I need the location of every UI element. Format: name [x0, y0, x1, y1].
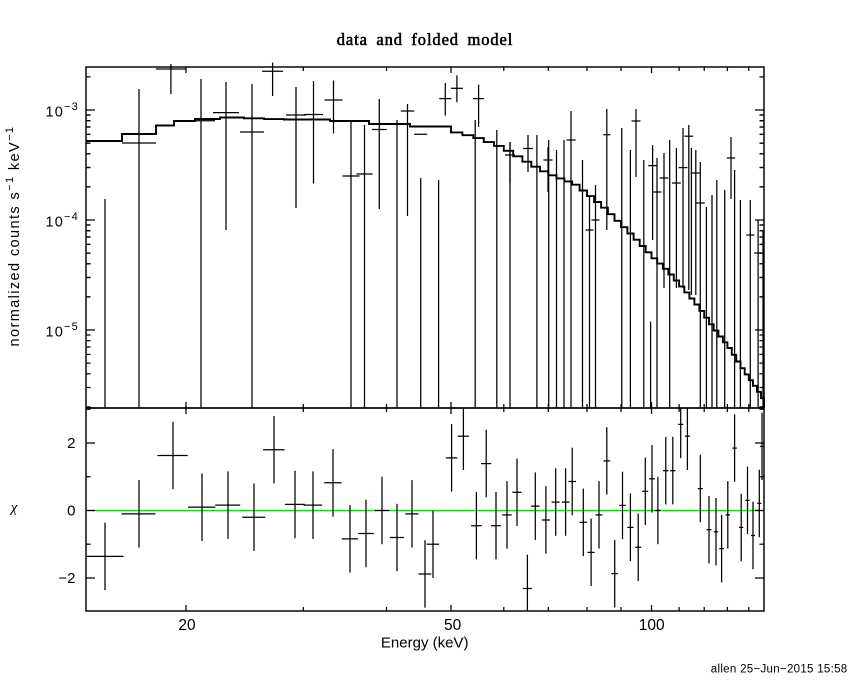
svg-text:20: 20 [178, 617, 196, 634]
svg-text:χ: χ [9, 500, 18, 516]
svg-text:normalized counts s−1 keV−1: normalized counts s−1 keV−1 [4, 126, 23, 347]
svg-text:2: 2 [67, 435, 75, 452]
svg-text:0: 0 [67, 503, 75, 520]
svg-text:data and folded model: data and folded model [337, 30, 513, 49]
svg-text:50: 50 [444, 617, 462, 634]
svg-text:Energy (keV): Energy (keV) [381, 635, 469, 652]
svg-text:allen 25−Jun−2015 15:58: allen 25−Jun−2015 15:58 [711, 664, 848, 676]
svg-text:100: 100 [639, 617, 665, 634]
svg-text:−2: −2 [58, 570, 75, 587]
